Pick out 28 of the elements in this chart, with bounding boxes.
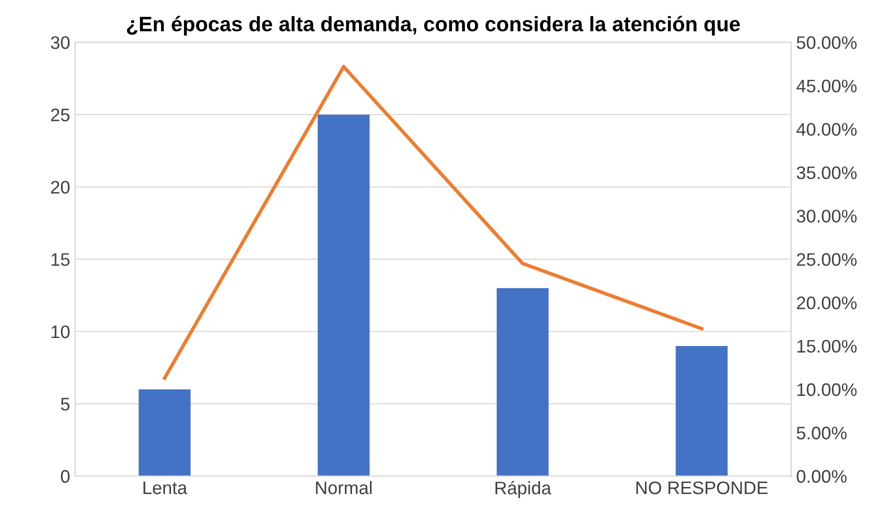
line-series [162, 64, 704, 380]
y2-tick-label: 20.00% [796, 296, 857, 310]
bar [318, 114, 370, 476]
y2-tick-label: 25.00% [796, 253, 857, 266]
bar [676, 346, 728, 476]
y-tick-label: 0 [60, 470, 70, 483]
y-tick-label: 20 [51, 180, 70, 194]
y-tick-label: 25 [51, 108, 70, 122]
y2-tick-label: 45.00% [796, 80, 857, 92]
y-tick-label: 5 [60, 398, 70, 411]
y2-tick-label: 15.00% [797, 340, 857, 353]
y2-tick-label: 10.00% [797, 383, 857, 396]
x-tick-label: Lenta [144, 482, 188, 494]
y-tick-label: 30 [50, 36, 70, 50]
y2-tick-label: 40.00% [796, 123, 857, 136]
x-tick-label: Rápida [496, 480, 552, 498]
chart-title: ¿En épocas de alta demanda, como considera la atención que [126, 16, 740, 36]
y2-tick-label: 50.00% [796, 36, 857, 50]
x-tick-label: Normal [316, 480, 372, 494]
bar [496, 288, 549, 476]
bar [138, 389, 191, 476]
y-tick-label: 15 [52, 253, 70, 266]
x-tick-label: NO RESPONDE [636, 481, 768, 494]
y-tick-label: 10 [52, 325, 70, 338]
y2-tick-label: 5.00% [796, 426, 847, 440]
y2-tick-label: 0.00% [796, 470, 847, 483]
y2-tick-label: 35.00% [796, 166, 857, 180]
y2-tick-label: 30.00% [796, 210, 857, 223]
